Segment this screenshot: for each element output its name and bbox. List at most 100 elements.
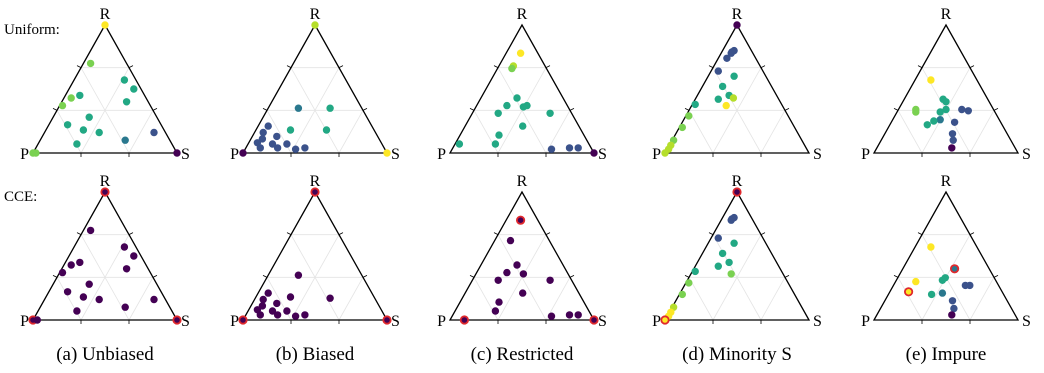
axis-tick [262, 274, 268, 278]
axis-tick [493, 65, 499, 69]
axis-tick [993, 274, 999, 278]
data-point [95, 295, 103, 304]
data-point [727, 49, 735, 57]
triangle-outline [448, 23, 596, 154]
data-point [912, 108, 920, 116]
data-point [691, 267, 699, 276]
data-point [519, 270, 528, 278]
data-point [718, 82, 727, 91]
triangle-outline [663, 23, 811, 154]
vertex-label-r: R [732, 173, 743, 190]
axis-tick [152, 107, 158, 111]
data-point [519, 122, 527, 130]
axis-tick [76, 65, 82, 69]
data-point [259, 128, 267, 137]
data-point [85, 280, 93, 288]
grid-line [290, 67, 340, 154]
data-point [494, 109, 502, 118]
data-point [927, 290, 936, 299]
axis-tick [286, 65, 292, 69]
data-point [685, 112, 693, 120]
data-point [930, 117, 938, 125]
data-point [95, 128, 103, 137]
data-point [455, 140, 464, 148]
data-point [714, 234, 722, 242]
axis-tick [993, 107, 999, 111]
grid-line [338, 277, 364, 321]
triangle-outline [663, 190, 811, 321]
grid-line [80, 67, 130, 154]
data-point [723, 54, 731, 62]
ternary-plot-uniform: R P S [437, 6, 607, 163]
axis-tick [969, 65, 975, 69]
data-point [927, 243, 935, 251]
data-point [948, 144, 956, 152]
data-point [120, 243, 129, 251]
grid-line [128, 110, 154, 154]
panel-caption: (e) Impure [906, 344, 987, 365]
data-point [912, 277, 920, 286]
data-point [948, 297, 957, 305]
data-point [927, 76, 935, 84]
data-point [936, 116, 944, 124]
data-point [903, 287, 914, 297]
panel-4: R P S R P S (d) Minority S [652, 6, 822, 365]
data-point [491, 307, 500, 315]
data-point [949, 136, 957, 144]
data-point [264, 122, 272, 130]
axis-tick [569, 274, 575, 278]
data-point [294, 104, 303, 112]
data-point [58, 268, 67, 277]
data-point [958, 105, 966, 114]
ternary-plot-uniform: R P S [230, 6, 400, 163]
data-point [547, 145, 556, 153]
axis-tick [684, 107, 690, 111]
data-point [121, 136, 129, 144]
ternary-plot-uniform: R P S [652, 6, 822, 163]
grid-line [128, 277, 154, 321]
data-point [150, 128, 158, 137]
data-point [678, 290, 686, 299]
data-point [100, 187, 110, 197]
data-point [76, 91, 84, 100]
data-point [503, 268, 511, 277]
data-point [311, 21, 319, 29]
axis-tick [76, 232, 82, 236]
data-point [294, 271, 303, 279]
data-point [950, 304, 958, 313]
axis-tick [52, 107, 58, 111]
data-point [949, 264, 960, 274]
data-point [33, 316, 41, 324]
data-point [122, 265, 131, 273]
axis-tick [338, 65, 344, 69]
axis-tick [569, 107, 575, 111]
vertex-label-s: S [391, 313, 400, 330]
axis-tick [969, 232, 975, 236]
panel-caption: (d) Minority S [682, 344, 792, 365]
data-point [67, 261, 75, 269]
data-point [714, 262, 722, 270]
axis-tick [545, 65, 551, 69]
vertex-label-p: P [20, 146, 29, 163]
data-point [273, 299, 281, 308]
triangle-outline [872, 23, 1020, 154]
data-point [121, 303, 129, 311]
data-point [938, 289, 947, 297]
data-point [691, 100, 699, 109]
grid-line [338, 110, 364, 154]
data-point [286, 126, 295, 134]
data-point [730, 239, 738, 247]
panel-1: R P S R P S (a) Unbiased [20, 6, 190, 365]
data-point [523, 101, 531, 110]
data-point [63, 121, 72, 129]
grid-line [497, 234, 547, 321]
data-point [516, 49, 525, 57]
data-point [942, 105, 950, 114]
grid-line [497, 67, 547, 154]
vertex-label-s: S [181, 313, 190, 330]
ternary-plot-uniform: R P S [861, 6, 1031, 163]
data-point [273, 132, 281, 141]
axis-tick [893, 107, 899, 111]
data-point [283, 140, 291, 148]
data-point [495, 131, 503, 139]
